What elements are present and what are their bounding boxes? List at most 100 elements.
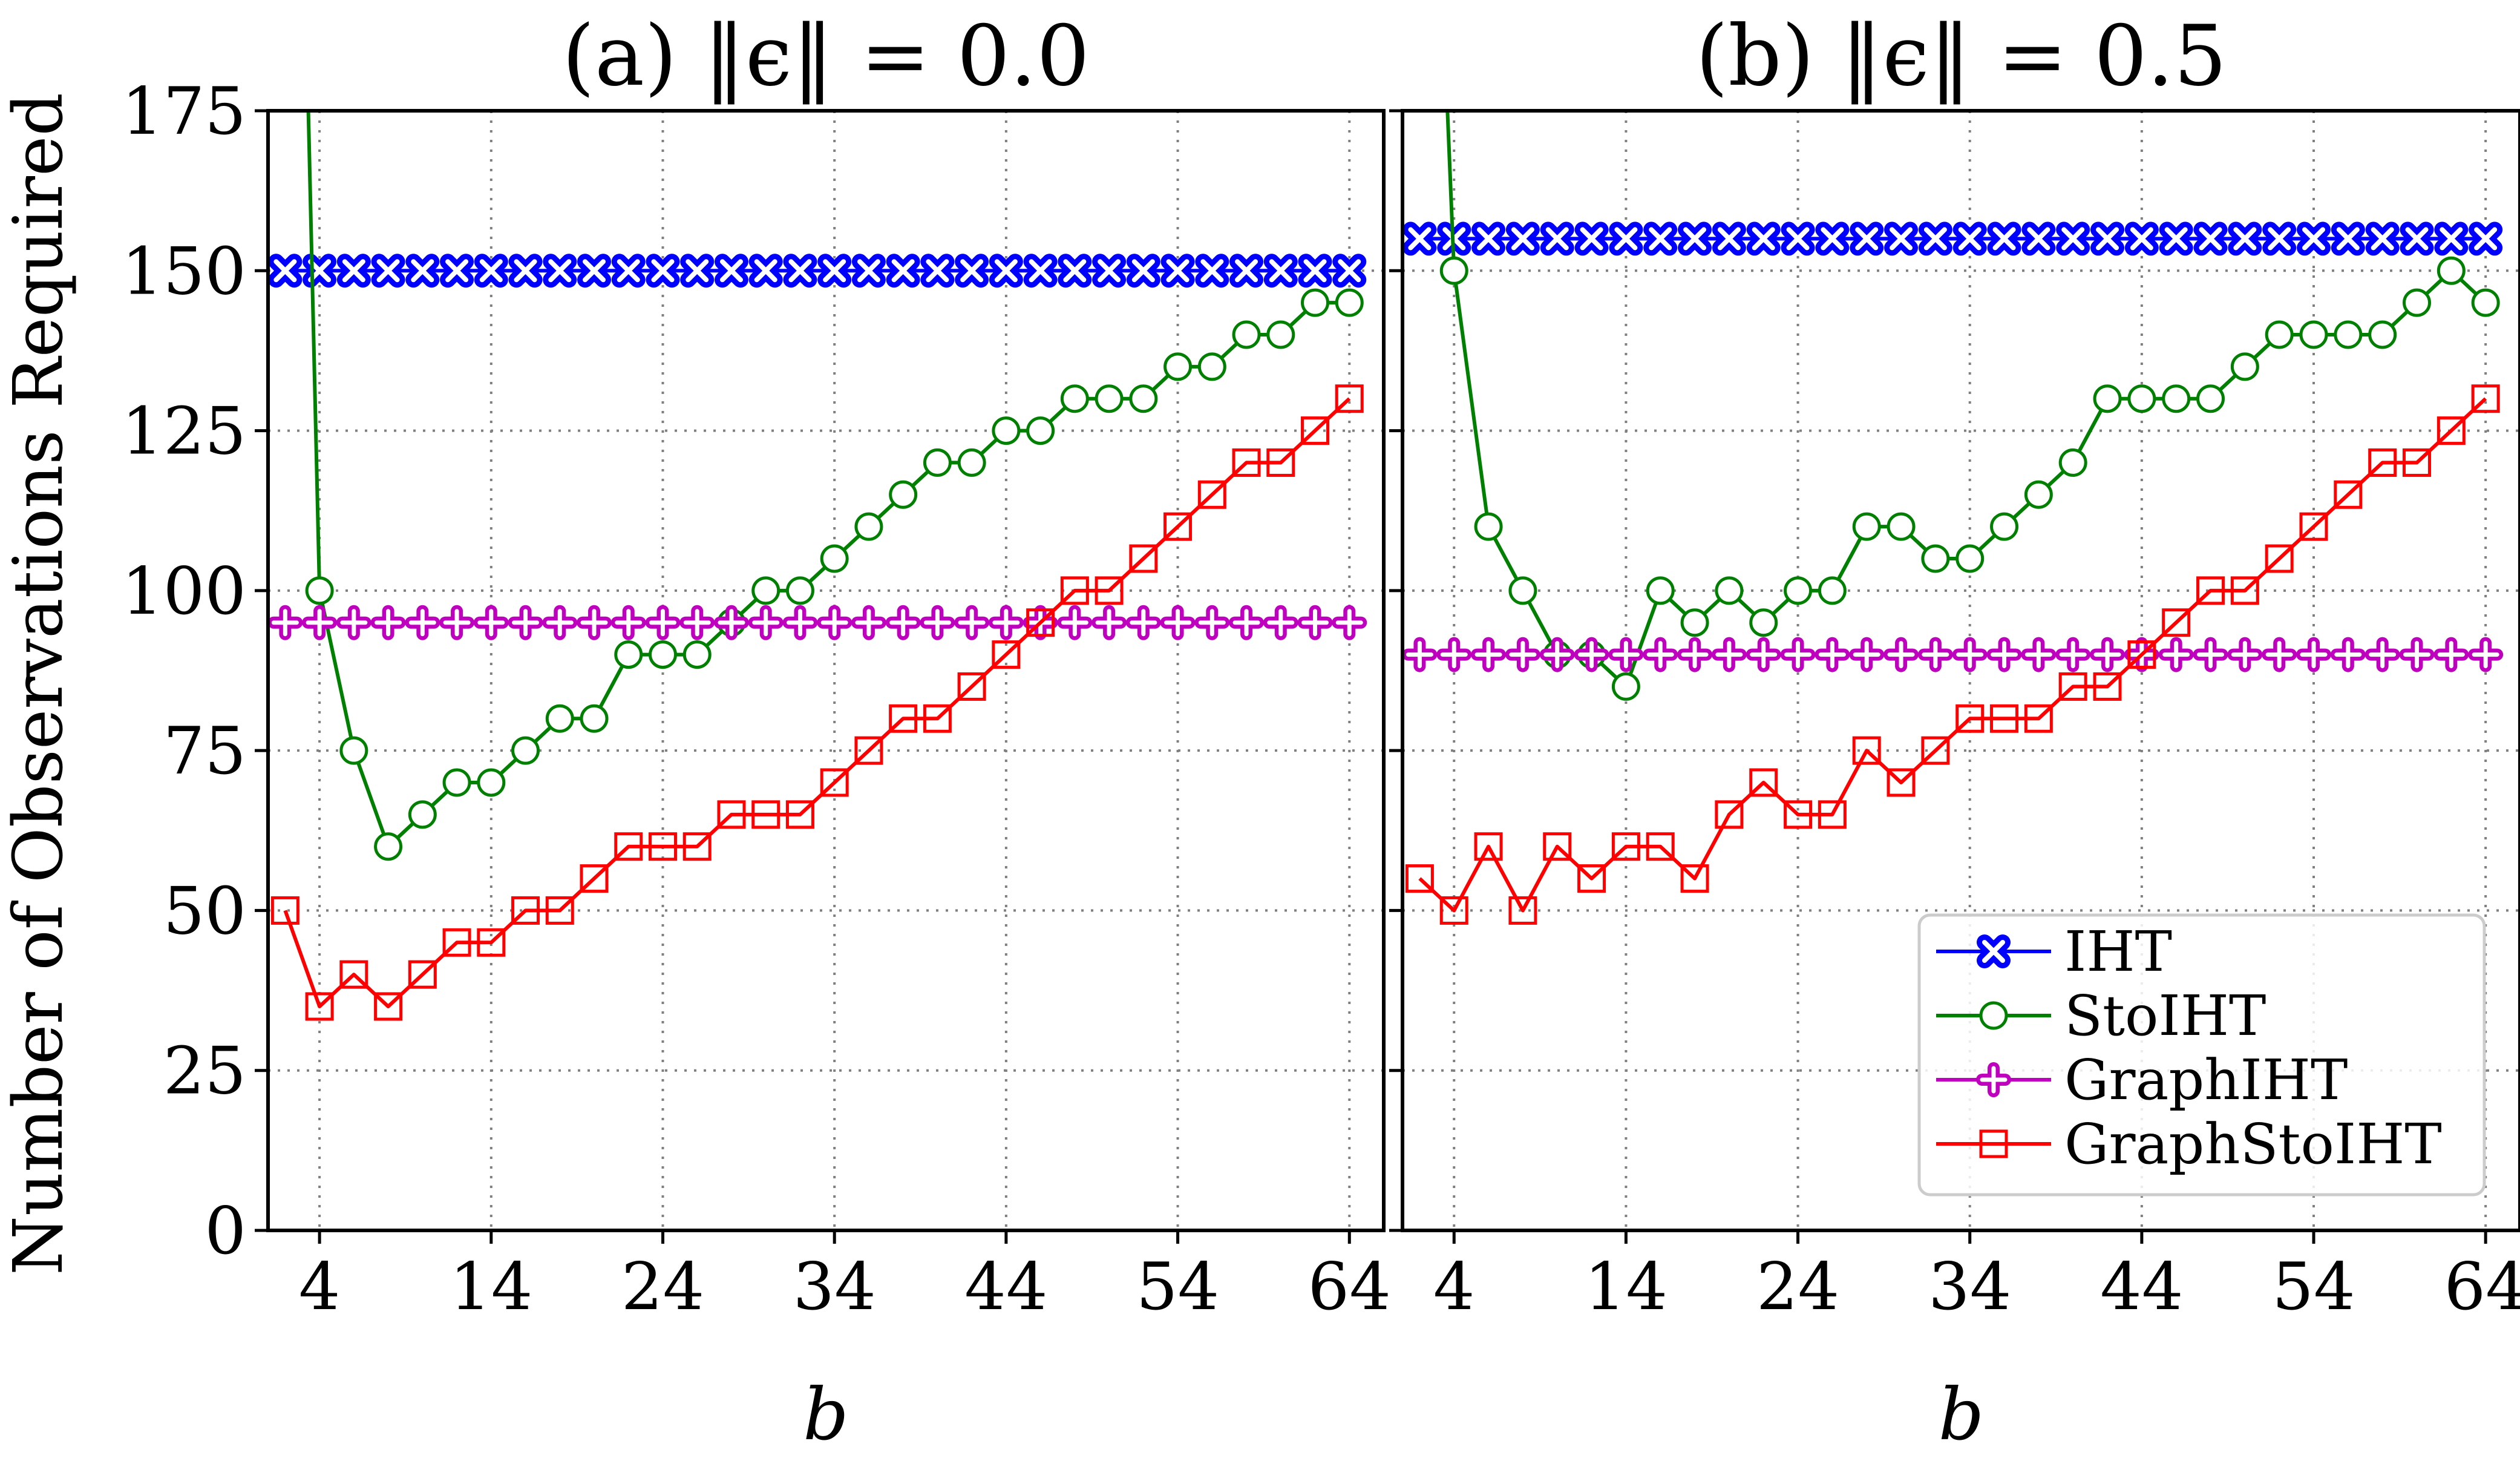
marker-graphstoiht	[1818, 800, 1847, 829]
marker-iht	[371, 254, 405, 288]
marker-graphstoiht	[2403, 448, 2432, 477]
marker-iht	[2193, 222, 2228, 256]
marker-graphiht	[2158, 637, 2194, 672]
marker-graphstoiht	[2437, 416, 2466, 445]
marker-graphiht	[1574, 637, 1609, 672]
legend-marker	[1977, 934, 2011, 968]
marker-iht	[2056, 222, 2090, 256]
marker-graphiht	[1849, 637, 1885, 672]
marker-graphiht	[1711, 637, 1747, 672]
x-tick-label: 64	[1308, 1249, 1391, 1325]
x-tick-label: 44	[2100, 1249, 2183, 1325]
marker-stoiht	[1095, 384, 1124, 413]
marker-iht	[1298, 254, 1332, 288]
marker-stoiht	[1749, 608, 1778, 637]
marker-stoiht	[1197, 352, 1226, 381]
marker-stoiht	[305, 576, 334, 605]
marker-graphiht	[1917, 637, 1953, 672]
x-tick-label: 24	[621, 1249, 704, 1325]
marker-graphiht	[473, 605, 509, 640]
marker-stoiht	[2230, 352, 2259, 381]
marker-graphstoiht	[1129, 544, 1158, 573]
axes-frame	[1401, 109, 2520, 1232]
x-tick-label: 14	[450, 1249, 532, 1325]
marker-iht	[1884, 222, 1919, 256]
marker-iht	[955, 254, 989, 288]
marker-graphstoiht	[1990, 704, 2019, 733]
marker-graphiht	[508, 605, 543, 640]
marker-stoiht	[889, 480, 918, 509]
marker-graphiht	[954, 605, 990, 640]
series-group	[268, 111, 1367, 1021]
marker-graphstoiht	[682, 832, 712, 861]
x-tick-label: 4	[299, 1249, 341, 1325]
marker-graphstoiht	[1266, 448, 1295, 477]
marker-stoiht	[854, 512, 883, 541]
marker-stoiht	[477, 768, 506, 797]
marker-graphiht	[1194, 605, 1230, 640]
x-axis-label: b	[1939, 1373, 1985, 1456]
marker-graphiht	[1643, 637, 1678, 672]
marker-graphstoiht	[751, 800, 781, 829]
marker-graphiht	[2365, 637, 2400, 672]
marker-stoiht	[1508, 576, 1537, 605]
marker-iht	[1712, 222, 1746, 256]
marker-graphstoiht	[1060, 576, 1089, 605]
marker-stoiht	[511, 736, 540, 765]
marker-iht	[1023, 254, 1058, 288]
marker-iht	[268, 254, 303, 288]
marker-stoiht	[1474, 512, 1503, 541]
marker-graphstoiht	[957, 672, 986, 701]
marker-iht	[611, 254, 646, 288]
marker-graphiht	[2227, 637, 2263, 672]
marker-graphiht	[405, 605, 440, 640]
marker-graphstoiht	[2162, 608, 2191, 637]
marker-iht	[2434, 222, 2469, 256]
y-tick-label: 50	[163, 873, 246, 949]
marker-graphiht	[2055, 637, 2091, 672]
marker-graphstoiht	[1611, 832, 1640, 861]
marker-iht	[1540, 222, 1574, 256]
marker-graphiht	[2330, 637, 2366, 672]
marker-stoiht	[923, 448, 952, 477]
x-tick-label: 64	[2444, 1249, 2520, 1325]
marker-graphiht	[370, 605, 406, 640]
marker-graphstoiht	[2334, 480, 2363, 509]
marker-iht	[783, 254, 817, 288]
marker-iht	[817, 254, 852, 288]
marker-graphstoiht	[1887, 768, 1916, 797]
series-line-graphstoiht	[283, 397, 1351, 1008]
marker-stoiht	[1680, 608, 1709, 637]
marker-stoiht	[614, 640, 643, 669]
marker-stoiht	[2162, 384, 2191, 413]
marker-stoiht	[1921, 544, 1950, 573]
y-tick-label: 75	[163, 714, 246, 789]
series-group	[1402, 111, 2504, 925]
marker-iht	[1229, 254, 1264, 288]
marker-graphiht	[2262, 637, 2297, 672]
marker-graphstoiht	[992, 640, 1021, 669]
marker-stoiht	[2093, 384, 2122, 413]
marker-graphiht	[1677, 637, 1713, 672]
marker-graphiht	[2433, 637, 2469, 672]
marker-graphstoiht	[1784, 800, 1813, 829]
marker-stoiht	[2334, 320, 2363, 349]
marker-stoiht	[1990, 512, 2019, 541]
legend-label: GraphStoIHT	[2064, 1112, 2442, 1177]
marker-graphiht	[268, 605, 303, 640]
marker-graphstoiht	[1405, 864, 1434, 893]
marker-iht	[474, 254, 508, 288]
marker-stoiht	[751, 576, 781, 605]
marker-graphiht	[1332, 605, 1367, 640]
marker-graphiht	[1229, 605, 1265, 640]
marker-graphiht	[2296, 637, 2332, 672]
x-tick-label: 24	[1756, 1249, 1839, 1325]
y-tick-label: 100	[122, 554, 246, 629]
marker-graphstoiht	[1749, 768, 1778, 797]
marker-iht	[1263, 254, 1298, 288]
x-tick-label: 54	[1136, 1249, 1219, 1325]
x-tick-label: 34	[793, 1249, 875, 1325]
marker-graphiht	[2193, 637, 2228, 672]
marker-graphiht	[577, 605, 612, 640]
